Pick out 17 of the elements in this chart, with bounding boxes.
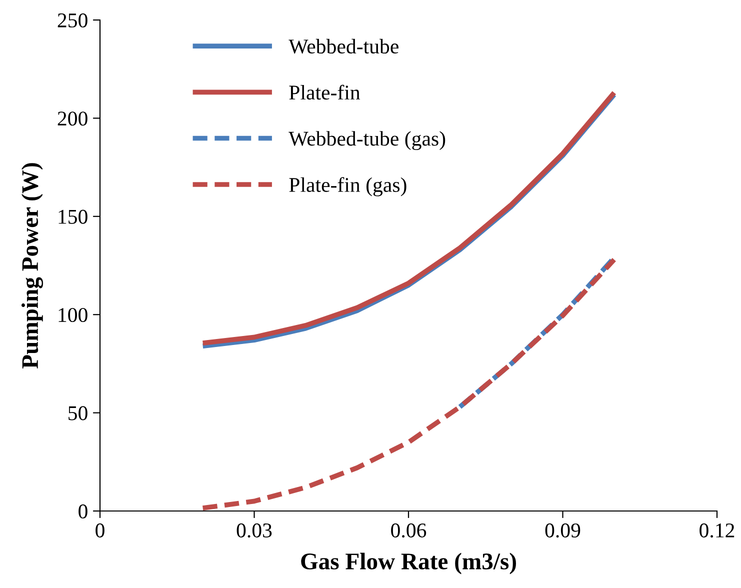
x-axis-title: Gas Flow Rate (m3/s) bbox=[301, 552, 516, 574]
y-tick-label: 150 bbox=[58, 210, 88, 224]
y-axis-title: Pumping Power (W) bbox=[21, 163, 44, 369]
legend-label: Plate-fin bbox=[289, 84, 360, 100]
y-tick-label: 50 bbox=[68, 406, 88, 420]
y-tick-label: 0 bbox=[78, 504, 88, 518]
legend-label: Webbed-tube bbox=[288, 38, 398, 54]
y-tick-label: 250 bbox=[58, 13, 88, 28]
x-tick-label: 0.06 bbox=[391, 523, 426, 538]
legend-label: Plate-fin (gas) bbox=[289, 177, 406, 196]
x-tick-label: 0 bbox=[96, 523, 104, 538]
legend-label: Webbed-tube (gas) bbox=[288, 131, 446, 150]
y-tick-label: 200 bbox=[58, 112, 88, 126]
y-tick-label: 100 bbox=[58, 308, 88, 322]
x-tick-label: 0.12 bbox=[700, 523, 734, 538]
x-tick-label: 0.09 bbox=[545, 523, 580, 538]
x-tick-label: 0.03 bbox=[236, 523, 272, 538]
